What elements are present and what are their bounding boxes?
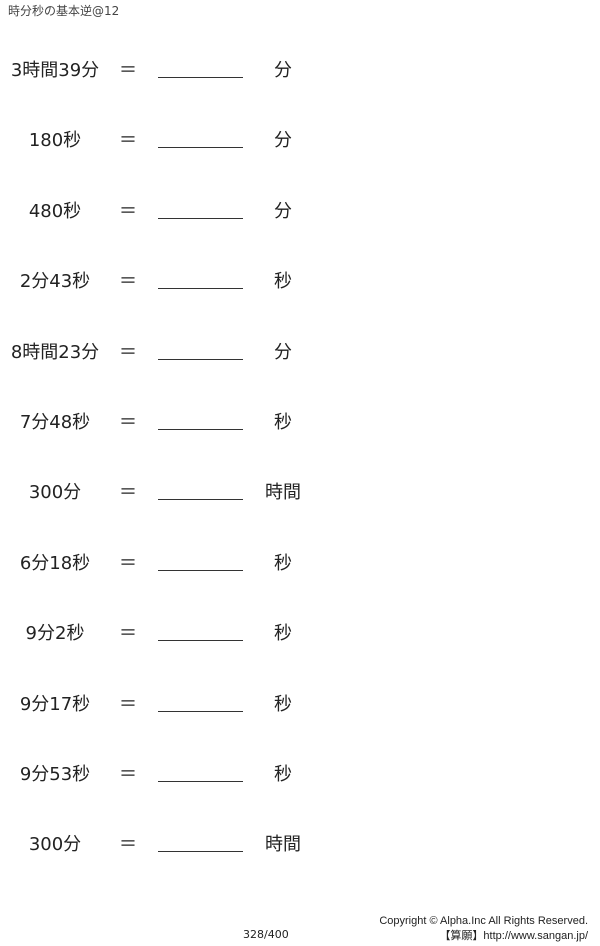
problem-expression: 9分53秒 xyxy=(19,764,91,785)
answer-blank[interactable] xyxy=(158,358,243,360)
equals-sign: ＝ xyxy=(119,60,137,81)
problem-expression: 480秒 xyxy=(28,200,82,222)
answer-unit: 分 xyxy=(274,200,292,222)
answer-blank[interactable] xyxy=(158,429,243,430)
answer-blank[interactable] xyxy=(158,640,243,642)
answer-unit: 秒 xyxy=(274,693,292,715)
copyright-block: Copyright © Alpha.Inc All Rights Reserve… xyxy=(379,914,588,944)
answer-blank[interactable] xyxy=(158,710,243,712)
worksheet-title: 時分秒の基本逆@12 xyxy=(8,4,120,18)
answer-blank[interactable] xyxy=(158,217,243,219)
answer-unit: 分 xyxy=(274,341,292,363)
problem-row: 8時間23分 ＝ 分 xyxy=(0,338,600,368)
problem-expression: 2分43秒 xyxy=(19,271,91,293)
problem-row: 7分48秒 ＝ 秒 xyxy=(0,408,600,438)
problem-expression: 300分 xyxy=(28,834,82,856)
problem-expression: 3時間39分 xyxy=(10,60,100,81)
equals-sign: ＝ xyxy=(119,623,137,645)
problem-row: 480秒 ＝ 分 xyxy=(0,197,600,227)
copyright-text: Copyright © Alpha.Inc All Rights Reserve… xyxy=(379,915,588,927)
problem-expression: 9分2秒 xyxy=(25,623,85,645)
problem-expression: 9分17秒 xyxy=(19,693,91,715)
equals-sign: ＝ xyxy=(119,341,137,363)
equals-sign: ＝ xyxy=(119,200,137,222)
equals-sign: ＝ xyxy=(119,271,137,293)
page-number: 328/400 xyxy=(243,928,289,941)
equals-sign: ＝ xyxy=(119,412,137,433)
problem-row: 9分53秒 ＝ 秒 xyxy=(0,760,600,790)
answer-unit: 分 xyxy=(274,130,292,152)
answer-blank[interactable] xyxy=(158,288,243,290)
problem-expression: 8時間23分 xyxy=(10,341,100,363)
answer-blank[interactable] xyxy=(158,569,243,571)
equals-sign: ＝ xyxy=(119,130,137,152)
answer-blank[interactable] xyxy=(158,781,243,782)
problem-row: 180秒 ＝ 分 xyxy=(0,126,600,156)
problem-row: 6分18秒 ＝ 秒 xyxy=(0,549,600,579)
problem-row: 3時間39分 ＝ 分 xyxy=(0,56,600,86)
answer-blank[interactable] xyxy=(158,499,243,501)
equals-sign: ＝ xyxy=(119,693,137,715)
problem-row: 300分 ＝ 時間 xyxy=(0,830,600,860)
answer-unit: 時間 xyxy=(265,834,301,856)
answer-unit: 秒 xyxy=(274,623,292,645)
problem-row: 9分2秒 ＝ 秒 xyxy=(0,619,600,649)
answer-unit: 時間 xyxy=(265,482,301,504)
problem-row: 2分43秒 ＝ 秒 xyxy=(0,267,600,297)
answer-unit: 秒 xyxy=(274,412,292,433)
answer-unit: 分 xyxy=(274,60,292,81)
answer-blank[interactable] xyxy=(158,147,243,149)
problem-expression: 6分18秒 xyxy=(19,552,91,574)
equals-sign: ＝ xyxy=(119,552,137,574)
answer-blank[interactable] xyxy=(158,77,243,78)
problem-row: 300分 ＝ 時間 xyxy=(0,478,600,508)
answer-unit: 秒 xyxy=(274,764,292,785)
answer-unit: 秒 xyxy=(274,271,292,293)
problem-row: 9分17秒 ＝ 秒 xyxy=(0,690,600,720)
answer-unit: 秒 xyxy=(274,552,292,574)
answer-blank[interactable] xyxy=(158,851,243,853)
equals-sign: ＝ xyxy=(119,764,137,785)
equals-sign: ＝ xyxy=(119,482,137,504)
site-link[interactable]: 【算願】http://www.sangan.jp/ xyxy=(439,930,588,942)
problem-expression: 300分 xyxy=(28,482,82,504)
problem-expression: 180秒 xyxy=(28,130,82,152)
equals-sign: ＝ xyxy=(119,834,137,856)
problem-expression: 7分48秒 xyxy=(19,412,91,433)
